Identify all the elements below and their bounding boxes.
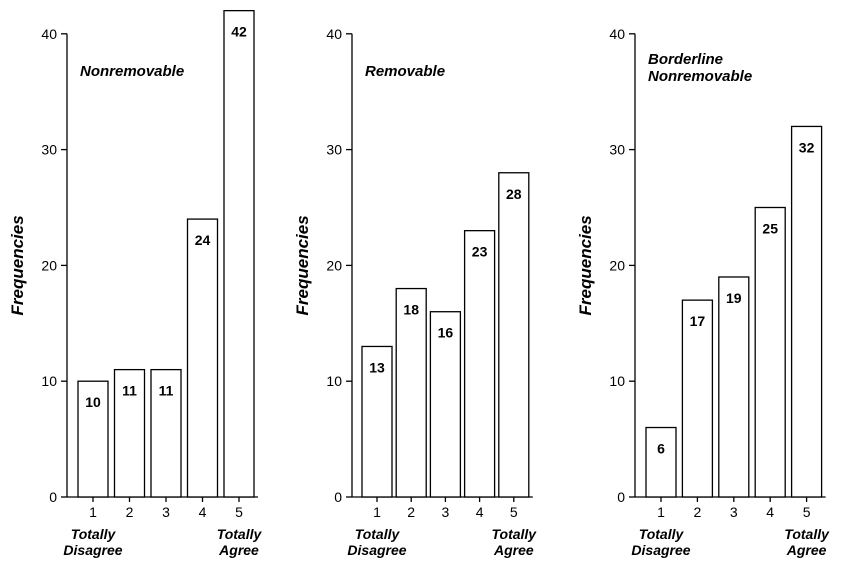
bar-value-label: 25 — [762, 221, 778, 237]
x-tick-label: 5 — [510, 504, 518, 520]
y-tick-label: 40 — [41, 26, 57, 42]
scale-anchor-word: Totally — [71, 526, 117, 542]
x-tick-label: 2 — [694, 504, 702, 520]
y-tick-label: 10 — [609, 373, 625, 389]
y-tick-label: 20 — [41, 257, 57, 273]
scale-anchor-word: Totally — [355, 526, 401, 542]
bar-value-label: 11 — [159, 383, 174, 399]
panel-title-line: Borderline — [648, 51, 723, 68]
scale-anchor-word: Agree — [493, 542, 534, 558]
bar — [790, 125, 823, 498]
bar — [498, 172, 530, 498]
y-axis-label: Frequencies — [576, 215, 595, 315]
bar-value-label: 19 — [726, 290, 742, 306]
chart-panel-2: 0 10 20 30 40 Frequencies 13 1 18 2 16 3 23 4 28 5 Total… — [293, 26, 537, 558]
scale-anchor-word: Totally — [217, 526, 263, 542]
y-tick-label: 40 — [609, 26, 625, 42]
bar-value-label: 18 — [403, 302, 419, 318]
scale-anchor-word: Totally — [784, 526, 830, 542]
scale-anchor-word: Disagree — [631, 542, 690, 558]
scale-anchor-word: Totally — [491, 526, 537, 542]
x-tick-label: 4 — [766, 504, 774, 520]
y-axis-label: Frequencies — [8, 215, 27, 315]
y-tick-label: 40 — [326, 26, 342, 42]
scale-anchor-high: Totally Agree — [217, 526, 263, 558]
scale-anchor-high: Totally Agree — [784, 526, 830, 558]
x-tick-label: 4 — [199, 504, 207, 520]
scale-anchor-word: Agree — [218, 542, 259, 558]
scale-anchor-word: Disagree — [63, 542, 122, 558]
y-tick-label: 30 — [41, 142, 57, 158]
bar — [223, 9, 255, 498]
chart-panel-1: 010203040Frequencies101112113244425Total… — [8, 9, 263, 558]
bar-value-label: 28 — [506, 186, 522, 202]
bar — [395, 287, 427, 498]
y-tick-label: 0 — [334, 489, 342, 505]
bar — [186, 218, 219, 498]
bar-value-label: 32 — [799, 139, 815, 155]
y-tick-label: 20 — [326, 257, 342, 273]
bar-value-label: 16 — [438, 325, 454, 341]
bar — [645, 426, 677, 498]
bar-value-label: 24 — [195, 232, 211, 248]
x-tick-label: 3 — [162, 504, 170, 520]
scale-anchor-low: Totally Disagree — [63, 526, 122, 558]
y-tick-label: 20 — [609, 257, 625, 273]
scale-anchor-high: Totally Agree — [491, 526, 537, 558]
bar-value-label: 17 — [690, 313, 706, 329]
x-tick-label: 2 — [407, 504, 415, 520]
y-tick-label: 10 — [41, 373, 57, 389]
bar — [361, 345, 393, 498]
bar — [429, 311, 462, 498]
panel-title: Nonremovable — [80, 63, 184, 80]
y-tick-label: 30 — [326, 142, 342, 158]
y-tick-label: 0 — [617, 489, 625, 505]
panel-title-line: Removable — [365, 63, 445, 80]
bar-value-label: 10 — [85, 394, 101, 410]
x-tick-label: 3 — [730, 504, 738, 520]
scale-anchor-word: Disagree — [347, 542, 406, 558]
bar-value-label: 13 — [369, 359, 385, 375]
x-tick-label: 1 — [373, 504, 381, 520]
bar-value-label: 11 — [122, 383, 137, 399]
bar — [463, 230, 496, 498]
scale-anchor-word: Totally — [639, 526, 685, 542]
bar — [681, 299, 714, 498]
bar-value-label: 6 — [657, 441, 665, 457]
panel-title: Removable — [365, 63, 445, 80]
x-tick-label: 3 — [442, 504, 450, 520]
x-tick-label: 5 — [803, 504, 811, 520]
x-tick-label: 2 — [126, 504, 134, 520]
scale-anchor-word: Agree — [786, 542, 827, 558]
bar-value-label: 23 — [472, 244, 488, 260]
y-tick-label: 0 — [49, 489, 57, 505]
bar — [718, 276, 750, 498]
y-tick-label: 10 — [326, 373, 342, 389]
scale-anchor-low: Totally Disagree — [631, 526, 690, 558]
y-axis-label: Frequencies — [293, 215, 312, 315]
panel-title-line: Nonremovable — [648, 68, 752, 85]
bar-value-label: 42 — [231, 24, 247, 40]
x-tick-label: 4 — [476, 504, 484, 520]
y-tick-label: 30 — [609, 142, 625, 158]
panel-title-line: Nonremovable — [80, 63, 184, 80]
x-tick-label: 1 — [657, 504, 665, 520]
chart-panel-3: 010203040Frequencies61172193254325Totall… — [576, 26, 830, 558]
panel-title: Borderline Nonremovable — [648, 51, 752, 85]
scale-anchor-low: Totally Disagree — [347, 526, 406, 558]
bar — [754, 206, 786, 498]
x-tick-label: 1 — [89, 504, 97, 520]
x-tick-label: 5 — [235, 504, 243, 520]
